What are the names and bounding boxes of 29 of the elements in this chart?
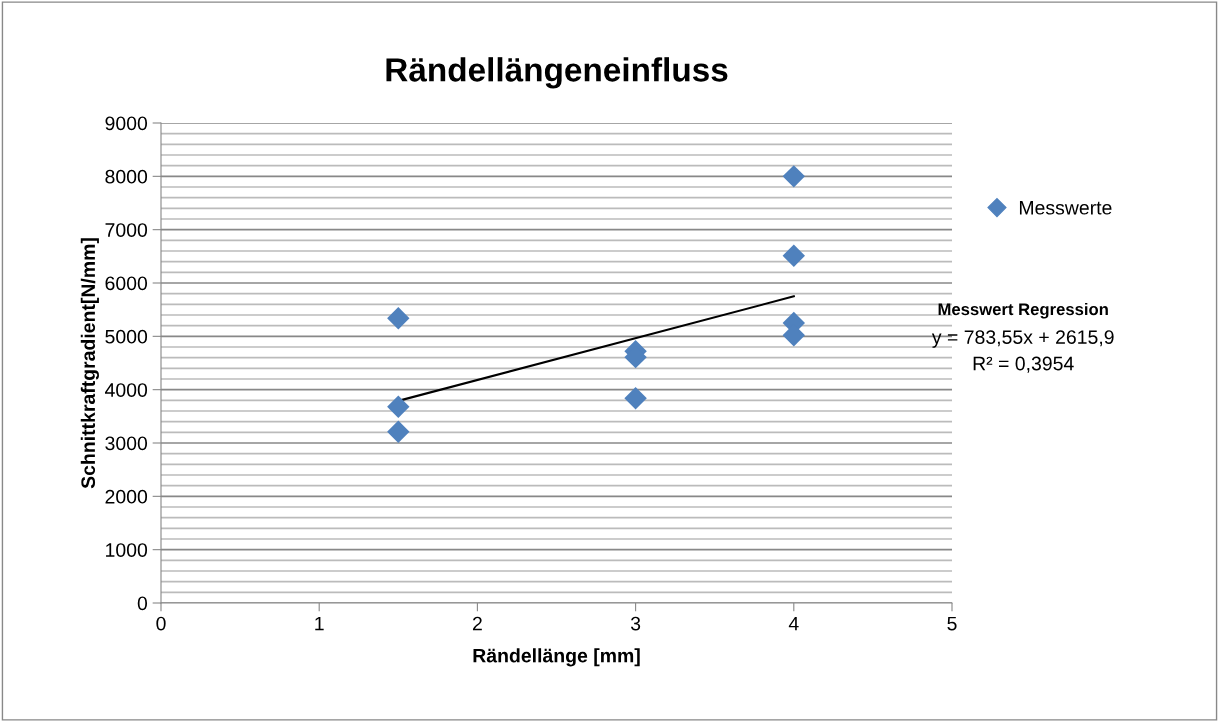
point [387,395,410,418]
x-tick-label: 4 [788,616,799,631]
text: R² = 0,3954 [973,356,1074,373]
y-tick-label: 4000 [105,383,148,397]
y-tick-label: 7000 [105,223,148,237]
point [782,165,805,188]
x-tick-label: 3 [630,616,641,631]
y-tick-label: 0 [137,596,148,611]
chart-title: Rändellängeneinfluss [386,57,728,89]
y-tick-label: 6000 [105,276,148,291]
point [624,387,647,410]
point [782,244,805,267]
y-tick-label: 2000 [105,489,148,504]
y-tick-label: 9000 [105,116,148,131]
point [387,420,410,443]
y-tick-label: 5000 [105,329,148,344]
annotation: y = 783,55x + 2615,9 [931,330,1114,348]
x-tick-label: 2 [472,616,482,631]
point [387,307,410,330]
y-axis-title: Schnittkraftgradient[N/mm] [80,238,99,489]
y-tick-label: 3000 [105,436,148,451]
x-tick-label: 0 [156,616,166,631]
legend-label: Messwerte [1019,201,1112,215]
x-tick-label: 5 [947,616,957,631]
annotation: Messwert Regression [938,302,1108,319]
y-tick-label: 8000 [105,169,148,184]
y-tick-label: 1000 [106,543,148,557]
x-tick-label: 1 [315,616,324,631]
x-axis-title: Rändellänge [mm] [473,648,640,667]
